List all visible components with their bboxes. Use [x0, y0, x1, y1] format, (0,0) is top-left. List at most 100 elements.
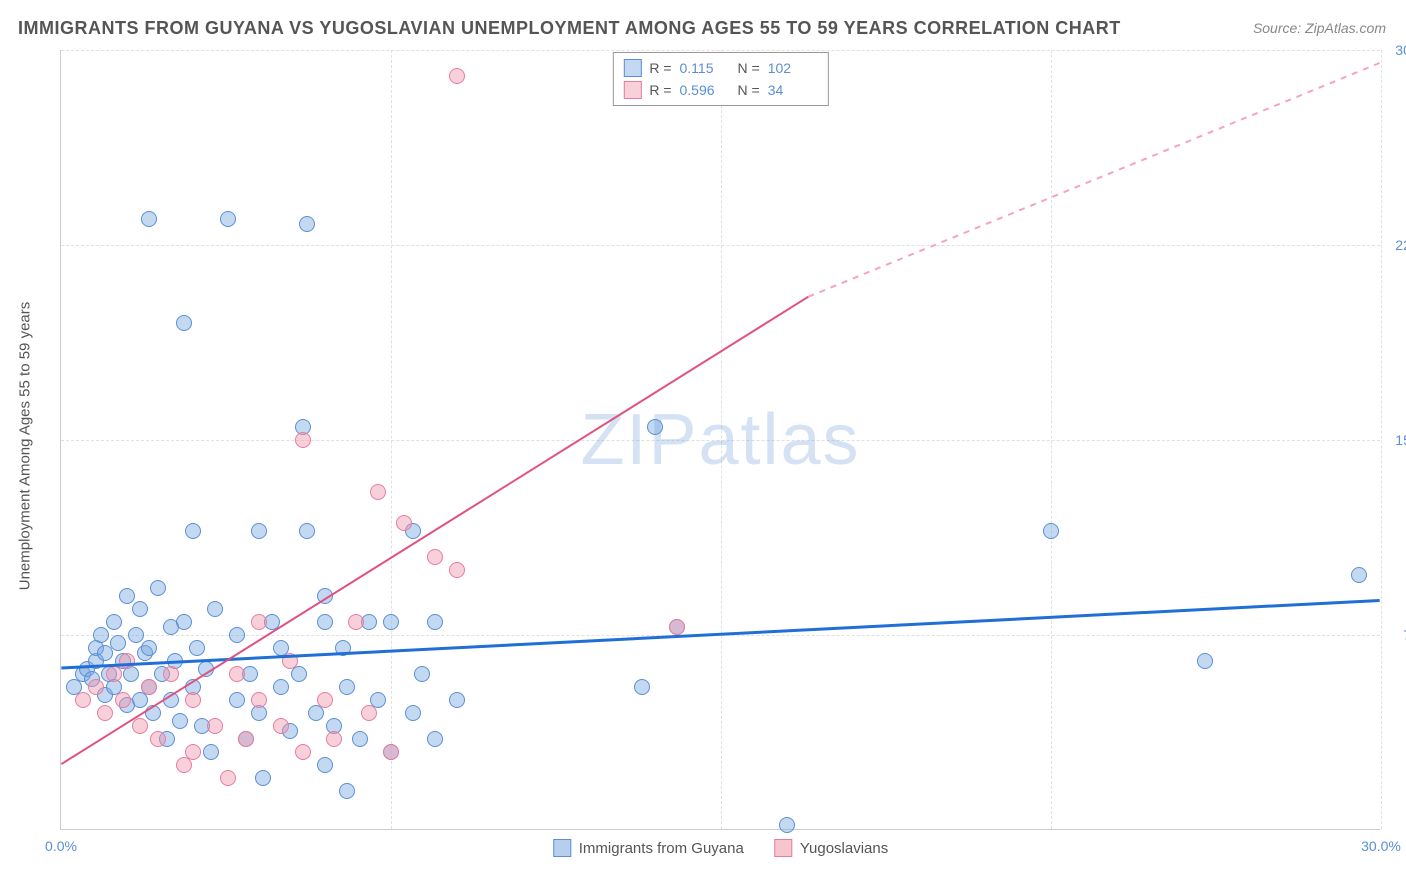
- y-tick-label: 22.5%: [1395, 237, 1406, 253]
- y-tick-label: 15.0%: [1395, 432, 1406, 448]
- r-label: R =: [649, 60, 671, 76]
- point-yugoslavia: [75, 692, 91, 708]
- n-value-yugoslavia: 34: [768, 82, 818, 98]
- point-guyana: [198, 661, 214, 677]
- grid-line-v: [1051, 50, 1052, 829]
- point-yugoslavia: [449, 562, 465, 578]
- point-guyana: [106, 614, 122, 630]
- point-guyana: [427, 731, 443, 747]
- point-guyana: [299, 523, 315, 539]
- point-guyana: [255, 770, 271, 786]
- point-yugoslavia: [220, 770, 236, 786]
- point-yugoslavia: [132, 718, 148, 734]
- point-guyana: [339, 783, 355, 799]
- point-yugoslavia: [97, 705, 113, 721]
- point-guyana: [110, 635, 126, 651]
- point-yugoslavia: [317, 692, 333, 708]
- point-guyana: [273, 679, 289, 695]
- point-yugoslavia: [273, 718, 289, 734]
- point-guyana: [647, 419, 663, 435]
- source-attribution: Source: ZipAtlas.com: [1253, 20, 1386, 36]
- point-guyana: [339, 679, 355, 695]
- swatch-yugoslavia: [623, 81, 641, 99]
- plot-area: ZIPatlas R = 0.115 N = 102 R = 0.596 N =…: [60, 50, 1380, 830]
- point-guyana: [405, 705, 421, 721]
- point-guyana: [150, 580, 166, 596]
- n-value-guyana: 102: [768, 60, 818, 76]
- x-tick-label: 30.0%: [1361, 838, 1401, 854]
- x-tick-label: 0.0%: [45, 838, 77, 854]
- chart-title: IMMIGRANTS FROM GUYANA VS YUGOSLAVIAN UN…: [18, 18, 1121, 39]
- point-guyana: [207, 601, 223, 617]
- point-yugoslavia: [88, 679, 104, 695]
- point-guyana: [352, 731, 368, 747]
- point-guyana: [93, 627, 109, 643]
- n-label: N =: [738, 82, 760, 98]
- point-guyana: [317, 757, 333, 773]
- point-guyana: [1197, 653, 1213, 669]
- point-guyana: [145, 705, 161, 721]
- point-yugoslavia: [669, 619, 685, 635]
- point-yugoslavia: [449, 68, 465, 84]
- point-guyana: [229, 627, 245, 643]
- point-yugoslavia: [150, 731, 166, 747]
- point-yugoslavia: [383, 744, 399, 760]
- r-value-yugoslavia: 0.596: [680, 82, 730, 98]
- point-guyana: [383, 614, 399, 630]
- point-guyana: [317, 614, 333, 630]
- point-guyana: [427, 614, 443, 630]
- point-yugoslavia: [207, 718, 223, 734]
- grid-line-v: [391, 50, 392, 829]
- grid-line-v: [721, 50, 722, 829]
- point-guyana: [251, 523, 267, 539]
- point-yugoslavia: [295, 432, 311, 448]
- point-guyana: [220, 211, 236, 227]
- point-yugoslavia: [361, 705, 377, 721]
- point-yugoslavia: [370, 484, 386, 500]
- point-guyana: [176, 614, 192, 630]
- point-yugoslavia: [119, 653, 135, 669]
- n-label: N =: [738, 60, 760, 76]
- correlation-chart: IMMIGRANTS FROM GUYANA VS YUGOSLAVIAN UN…: [0, 0, 1406, 892]
- r-label: R =: [649, 82, 671, 98]
- point-guyana: [97, 645, 113, 661]
- grid-line-v: [1381, 50, 1382, 829]
- point-guyana: [128, 627, 144, 643]
- legend-label-yugoslavia: Yugoslavians: [800, 840, 888, 857]
- correlation-legend: R = 0.115 N = 102 R = 0.596 N = 34: [612, 52, 828, 106]
- legend-label-guyana: Immigrants from Guyana: [579, 840, 744, 857]
- point-guyana: [119, 588, 135, 604]
- point-yugoslavia: [427, 549, 443, 565]
- point-yugoslavia: [396, 515, 412, 531]
- point-guyana: [185, 523, 201, 539]
- swatch-yugoslavia: [774, 839, 792, 857]
- point-yugoslavia: [295, 744, 311, 760]
- legend-item-guyana: Immigrants from Guyana: [553, 839, 744, 857]
- point-guyana: [141, 211, 157, 227]
- y-tick-label: 30.0%: [1395, 42, 1406, 58]
- swatch-guyana: [623, 59, 641, 77]
- point-guyana: [1043, 523, 1059, 539]
- point-guyana: [291, 666, 307, 682]
- legend-row-yugoslavia: R = 0.596 N = 34: [623, 79, 817, 101]
- point-guyana: [229, 692, 245, 708]
- point-yugoslavia: [326, 731, 342, 747]
- point-yugoslavia: [282, 653, 298, 669]
- point-yugoslavia: [348, 614, 364, 630]
- series-legend: Immigrants from Guyana Yugoslavians: [553, 839, 888, 857]
- point-guyana: [299, 216, 315, 232]
- r-value-guyana: 0.115: [680, 60, 730, 76]
- point-guyana: [141, 640, 157, 656]
- point-guyana: [335, 640, 351, 656]
- point-guyana: [449, 692, 465, 708]
- point-guyana: [317, 588, 333, 604]
- point-guyana: [414, 666, 430, 682]
- point-guyana: [189, 640, 205, 656]
- point-guyana: [132, 601, 148, 617]
- point-yugoslavia: [115, 692, 131, 708]
- point-yugoslavia: [185, 744, 201, 760]
- point-yugoslavia: [238, 731, 254, 747]
- point-yugoslavia: [106, 666, 122, 682]
- point-yugoslavia: [185, 692, 201, 708]
- point-yugoslavia: [163, 666, 179, 682]
